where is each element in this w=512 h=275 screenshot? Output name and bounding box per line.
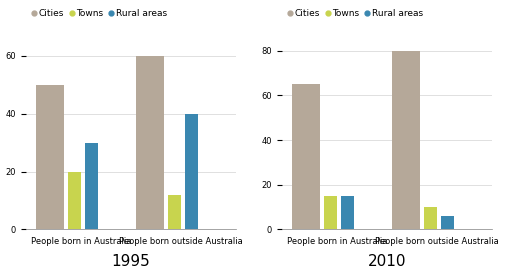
Bar xyxy=(168,195,181,229)
Bar xyxy=(136,56,164,229)
X-axis label: 1995: 1995 xyxy=(112,254,150,270)
Bar xyxy=(85,143,98,229)
Bar xyxy=(36,85,64,229)
Bar xyxy=(441,216,454,229)
Bar xyxy=(424,207,437,229)
Bar xyxy=(324,196,337,229)
Bar xyxy=(185,114,198,229)
Bar xyxy=(292,84,320,229)
Legend: Cities, Towns, Rural areas: Cities, Towns, Rural areas xyxy=(286,8,424,19)
Legend: Cities, Towns, Rural areas: Cities, Towns, Rural areas xyxy=(30,8,168,19)
Bar xyxy=(392,51,420,229)
Bar xyxy=(341,196,354,229)
X-axis label: 2010: 2010 xyxy=(368,254,406,270)
Bar xyxy=(68,172,81,229)
